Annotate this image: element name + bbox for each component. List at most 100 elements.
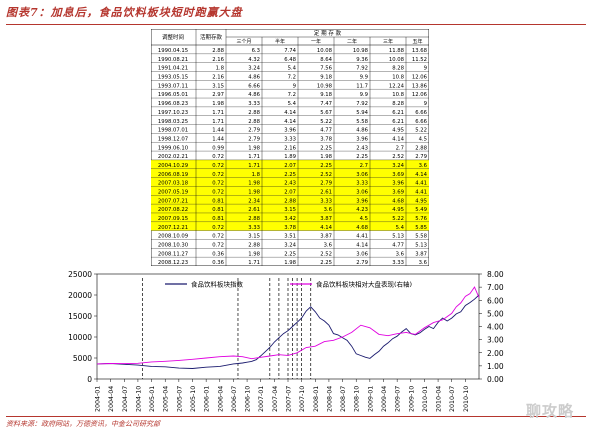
x-tick-label: 2010-04: [436, 386, 443, 412]
cell-date: 2008.10.30: [158, 243, 189, 249]
cell-value: 4.41: [415, 181, 427, 187]
cell-value: 5.58: [415, 234, 427, 240]
cell-value: 3.06: [356, 251, 368, 257]
cell-value: 11.88: [389, 48, 405, 54]
cell-value: 1.8: [252, 172, 261, 178]
x-tick-label: 2008-10: [354, 386, 361, 412]
cell-value: 3.6: [419, 260, 428, 266]
left-tick-label: 20000: [68, 291, 92, 300]
cell-value: 1.44: [212, 136, 224, 142]
cell-value: 1.98: [212, 101, 224, 107]
cell-value: 12.24: [389, 83, 405, 89]
x-tick-label: 2006-04: [217, 386, 224, 412]
cell-value: 4.86: [356, 128, 368, 134]
cell-value: 3.6: [324, 207, 333, 213]
cell-value: 11.52: [412, 57, 427, 63]
x-tick-label: 2009-04: [381, 386, 388, 412]
cell-value: 1.71: [248, 260, 260, 266]
cell-value: 2.43: [356, 145, 368, 151]
cell-value: 1.98: [320, 154, 332, 160]
cell-value: 2.25: [320, 260, 332, 266]
cell-value: 9: [424, 66, 427, 72]
cell-value: 2.88: [248, 216, 260, 222]
cell-value: 0.72: [212, 163, 224, 169]
cell-value: 4.68: [356, 225, 368, 231]
cell-value: 5.85: [415, 225, 427, 231]
cell-value: 3.96: [392, 181, 404, 187]
cell-date: 1990.08.21: [158, 57, 188, 63]
cell-value: 2.25: [320, 163, 332, 169]
cell-value: 2.16: [212, 75, 224, 81]
cell-value: 4.95: [415, 198, 427, 204]
cell-value: 3.87: [320, 234, 332, 240]
figure-title: 图表7：加息后，食品饮料板块短时跑赢大盘: [6, 4, 586, 25]
sub-header-2: 一年: [311, 38, 321, 45]
cell-value: 0.36: [212, 260, 224, 266]
cell-value: 9.9: [360, 75, 368, 81]
cell-value: 4.77: [320, 128, 332, 134]
right-tick-label: 8.00: [487, 270, 504, 279]
cell-date: 2007.12.21: [158, 225, 188, 231]
sector-performance-chart: 0 5000 10000 15000 20000 25000 0.00 1.00 2.00 3.0…: [68, 270, 504, 412]
cell-value: 2.79: [356, 260, 368, 266]
cell-value: 0.81: [212, 198, 224, 204]
cell-value: 2.07: [284, 163, 296, 169]
cell-value: 0.72: [212, 243, 224, 249]
cell-value: 10.98: [317, 83, 333, 89]
cell-value: 3.06: [356, 172, 368, 178]
cell-value: 6.66: [415, 119, 427, 125]
cell-value: 2.88: [248, 119, 260, 125]
x-tick-label: 2010-10: [463, 386, 470, 412]
x-tick-label: 2009-07: [395, 386, 402, 412]
cell-date: 1990.04.15: [158, 48, 188, 54]
cell-date: 1991.04.21: [158, 66, 188, 72]
cell-value: 2.25: [320, 145, 332, 151]
x-tick-label: 2009-01: [367, 386, 374, 412]
sub-header-5: 五年: [412, 38, 422, 45]
cell-value: 0.72: [212, 234, 224, 240]
cell-value: 3.78: [284, 225, 296, 231]
cell-value: 1.98: [248, 145, 260, 151]
row-highlight: [151, 221, 429, 231]
cell-value: 5.49: [415, 207, 427, 213]
cell-value: 7.56: [320, 66, 332, 72]
cell-value: 8.28: [392, 101, 404, 107]
cell-value: 12.06: [412, 75, 428, 81]
cell-date: 1998.12.07: [158, 136, 188, 142]
cell-value: 1.71: [212, 119, 224, 125]
cell-value: 3.78: [320, 136, 332, 142]
series-line-0: [96, 294, 480, 369]
cell-date: 2004.10.29: [158, 163, 188, 169]
cell-value: 4.77: [392, 243, 404, 249]
cell-value: 6.66: [248, 83, 260, 89]
x-tick-label: 2004-01: [95, 386, 102, 412]
right-tick-label: 6.00: [487, 296, 504, 305]
cell-value: 9.18: [320, 92, 332, 98]
cell-value: 3.87: [320, 216, 332, 222]
x-tick-label: 2006-07: [231, 386, 238, 412]
cell-value: 9.36: [356, 57, 368, 63]
x-tick-label: 2010-07: [449, 386, 456, 412]
x-tick-label: 2007-07: [286, 386, 293, 412]
cell-value: 11.7: [356, 83, 368, 89]
cell-value: 2.25: [284, 172, 296, 178]
x-tick-label: 2006-01: [204, 386, 211, 412]
left-tick-label: 5000: [73, 354, 92, 363]
cell-date: 1998.03.25: [158, 119, 188, 125]
cell-date: 2007.09.15: [158, 216, 188, 222]
cell-value: 3.33: [356, 181, 368, 187]
cell-value: 2.52: [392, 154, 404, 160]
x-tick-label: 2004-10: [135, 386, 142, 412]
cell-value: 2.16: [284, 145, 296, 151]
cell-value: 10.98: [353, 48, 369, 54]
cell-date: 1998.07.01: [158, 128, 188, 134]
right-tick-label: 7.00: [487, 283, 504, 292]
cell-date: 2007.03.18: [158, 181, 189, 187]
cell-value: 2.97: [212, 92, 224, 98]
cell-value: 10.08: [389, 57, 405, 63]
cell-date: 1999.06.10: [158, 145, 189, 151]
right-tick-label: 5.00: [487, 309, 504, 318]
cell-value: 1.71: [212, 110, 224, 116]
x-tick-label: 2005-01: [149, 386, 156, 412]
